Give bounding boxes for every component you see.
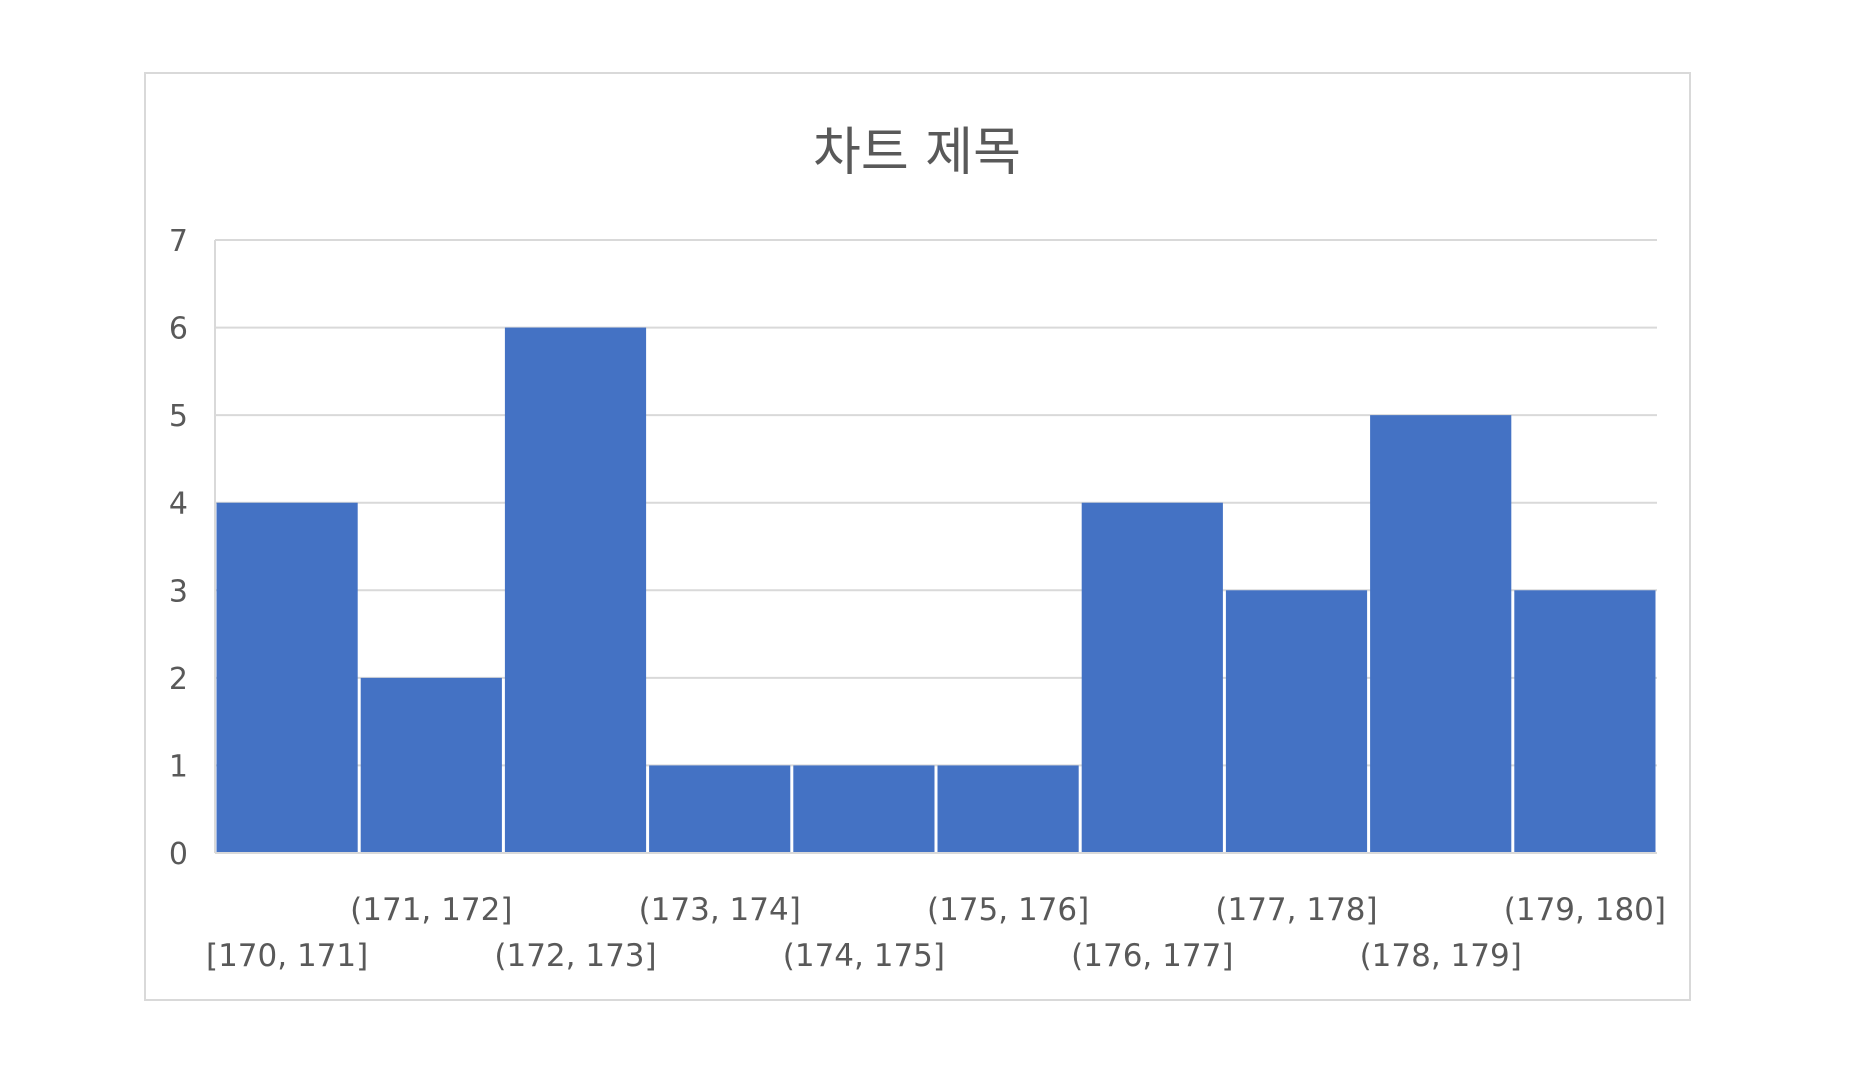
x-category-label: (174, 175]	[783, 938, 945, 974]
histogram-bar	[1370, 415, 1512, 853]
x-category-label: (179, 180]	[1504, 892, 1666, 928]
x-category-label: (172, 173]	[494, 938, 656, 974]
chart-title: 차트 제목	[813, 123, 1021, 183]
x-category-label: (175, 176]	[927, 892, 1089, 928]
x-category-label: (177, 178]	[1215, 892, 1377, 928]
histogram-bar	[793, 765, 935, 853]
y-axis-tick-labels: 0 1 2 3 4 5 6 7	[169, 224, 188, 872]
histogram-bar	[1514, 590, 1656, 853]
y-tick-label: 1	[169, 749, 188, 784]
y-tick-label: 0	[169, 837, 188, 872]
bars	[215, 327, 1657, 854]
x-axis-category-labels: [170, 171] (171, 172] (172, 173] (173, 174]…	[206, 892, 1666, 974]
y-tick-label: 2	[169, 662, 188, 697]
histogram-bar	[1081, 502, 1223, 853]
histogram-bar	[216, 502, 358, 853]
y-tick-label: 7	[169, 224, 188, 259]
x-category-label: (171, 172]	[350, 892, 512, 928]
y-tick-label: 5	[169, 399, 188, 434]
histogram-bar	[649, 765, 791, 853]
x-category-label: (178, 179]	[1360, 938, 1522, 974]
histogram-bar	[360, 677, 502, 853]
y-tick-label: 4	[169, 487, 188, 522]
x-category-label: [170, 171]	[206, 938, 368, 974]
y-tick-label: 3	[169, 574, 188, 609]
x-category-label: (176, 177]	[1071, 938, 1233, 974]
histogram-bar	[504, 327, 647, 854]
histogram-bar	[937, 765, 1079, 853]
x-category-label: (173, 174]	[639, 892, 801, 928]
y-tick-label: 6	[169, 312, 188, 347]
histogram-bar	[1225, 590, 1368, 853]
